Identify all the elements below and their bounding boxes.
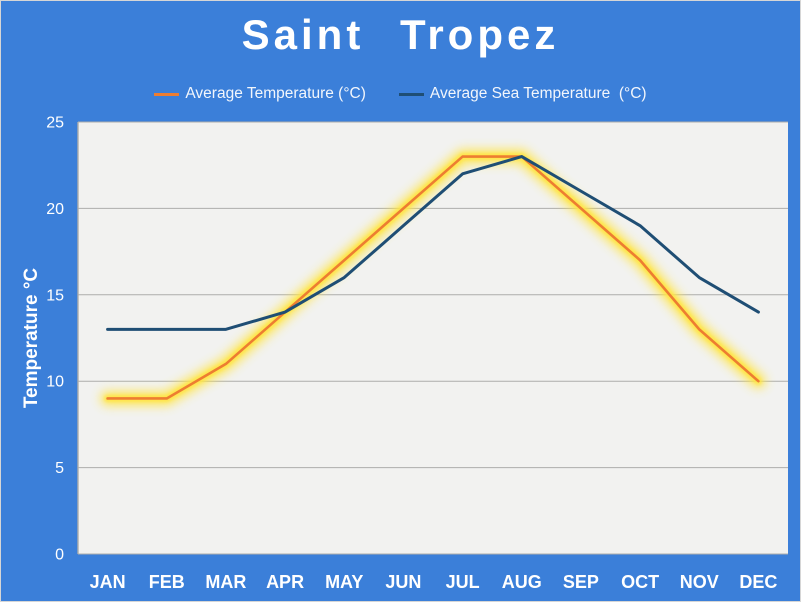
month-label: FEB: [149, 572, 185, 592]
legend-label-average-sea-temperature: Average Sea Temperature (°C): [429, 85, 647, 102]
y-tick-label: 10: [46, 374, 64, 391]
month-label: DEC: [739, 572, 777, 592]
plot-area: [78, 122, 788, 554]
month-label: JAN: [90, 572, 126, 592]
month-label: OCT: [621, 572, 659, 592]
gridlines: [77, 121, 788, 555]
chart-title: Saint Tropez: [241, 11, 560, 58]
month-label: NOV: [680, 572, 719, 592]
y-tick-label: 0: [55, 547, 64, 564]
legend-label-average-temperature: Average Temperature (°C): [185, 85, 366, 102]
month-label: APR: [266, 572, 304, 592]
chart-legend: Average Temperature (°C) Average Sea Tem…: [1, 85, 800, 103]
month-label: MAY: [325, 572, 363, 592]
month-label: MAR: [205, 572, 246, 592]
y-tick-label: 25: [46, 115, 64, 132]
average-temperature-line: [106, 155, 760, 400]
month-label: AUG: [502, 572, 542, 592]
x-axis-month-labels: JAN FEB MAR APR MAY JUN JUL AUG SEP OCT NOV DEC: [90, 572, 778, 592]
month-label: JUL: [446, 572, 480, 592]
month-label: SEP: [563, 572, 599, 592]
y-tick-label: 15: [46, 287, 64, 304]
average-sea-temperature-line: [106, 155, 760, 331]
temperature-line-swatch-icon: [154, 92, 180, 96]
legend-item-average-sea-temperature: Average Sea Temperature (°C): [398, 85, 647, 103]
legend-item-average-temperature: Average Temperature (°C): [154, 85, 366, 103]
y-tick-label: 20: [46, 201, 64, 218]
y-axis-tick-labels: 0 5 10 15 20 25: [46, 115, 64, 564]
y-tick-label: 5: [55, 460, 64, 477]
month-label: JUN: [385, 572, 421, 592]
sea-temperature-line-swatch-icon: [398, 92, 424, 96]
